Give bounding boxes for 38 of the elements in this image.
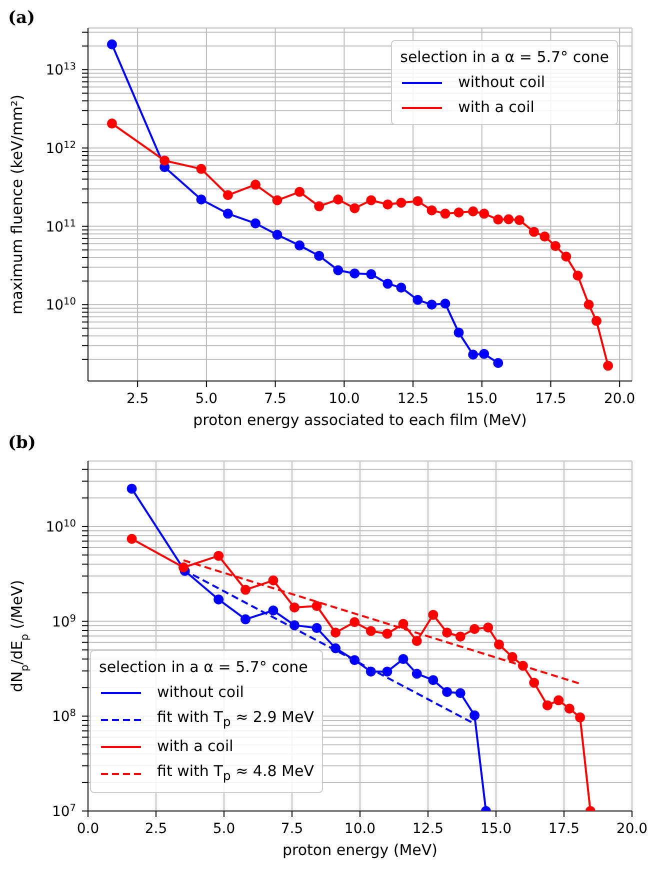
x-tick-label: 5.0 bbox=[212, 821, 236, 837]
x-tick-label: 2.5 bbox=[126, 391, 149, 407]
legend-label: fit with T$_{p}$ ≈ 4.8 MeV bbox=[157, 761, 314, 785]
chart-title: (a) bbox=[8, 8, 36, 28]
y-tick-label: 10$^{12}$ bbox=[46, 139, 76, 157]
x-tick-label: 10.0 bbox=[344, 821, 376, 837]
x-tick-label: 2.5 bbox=[144, 821, 168, 837]
x-tick-label: 15.0 bbox=[466, 391, 498, 407]
x-axis-title: proton energy associated to each film (MeV) bbox=[193, 411, 527, 429]
legend-label: without coil bbox=[458, 72, 546, 93]
y-tick-label: 10$^{10}$ bbox=[46, 296, 76, 314]
x-tick-label: 0.0 bbox=[76, 821, 100, 837]
y-tick-label: 10$^{8}$ bbox=[52, 708, 76, 726]
legend-label: fit with T$_{p}$ ≈ 2.9 MeV bbox=[157, 707, 314, 731]
legend-label: with a coil bbox=[458, 97, 534, 118]
y-tick-label: 10$^{7}$ bbox=[52, 802, 76, 820]
x-axis-title: proton energy (MeV) bbox=[282, 841, 438, 859]
x-tick-label: 17.5 bbox=[535, 391, 566, 407]
legend-title: selection in a α = 5.7° cone bbox=[400, 47, 609, 68]
x-tick-label: 7.5 bbox=[264, 391, 286, 407]
x-tick-label: 17.5 bbox=[548, 821, 580, 837]
x-tick-label: 7.5 bbox=[280, 821, 304, 837]
x-tick-label: 10.0 bbox=[328, 391, 360, 407]
legend-label: without coil bbox=[157, 682, 244, 703]
x-tick-label: 12.5 bbox=[412, 821, 444, 837]
legend-label: with a coil bbox=[157, 736, 234, 757]
y-tick-label: 10$^{11}$ bbox=[46, 218, 76, 236]
x-tick-label: 20.0 bbox=[616, 821, 648, 837]
x-tick-label: 12.5 bbox=[397, 391, 429, 407]
legend-title: selection in a α = 5.7° cone bbox=[99, 657, 309, 678]
y-axis-title: maximum fluence (keV/mm²) bbox=[8, 94, 26, 314]
y-tick-label: 10$^{9}$ bbox=[52, 612, 76, 630]
x-tick-label: 5.0 bbox=[195, 391, 218, 407]
x-tick-label: 20.0 bbox=[604, 391, 636, 407]
y-tick-label: 10$^{10}$ bbox=[46, 518, 76, 536]
x-tick-label: 15.0 bbox=[480, 821, 512, 837]
y-tick-label: 10$^{13}$ bbox=[46, 61, 76, 79]
chart-title: (b) bbox=[8, 433, 36, 453]
